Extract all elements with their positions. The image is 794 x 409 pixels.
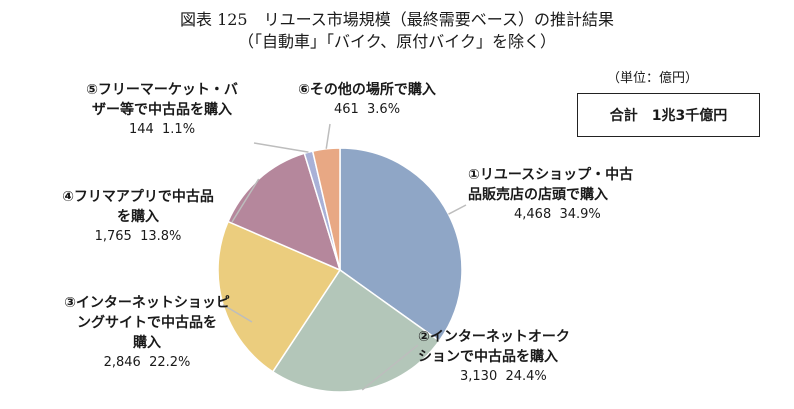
slice-value-3-percent: 22.2% — [149, 355, 191, 370]
slice-label-2-line-1: ②インターネットオーク — [418, 329, 570, 345]
slice-value-5-amount: 144 — [128, 122, 154, 137]
slice-label-1-line-1: ①リユースショップ・中古 — [468, 167, 634, 183]
slice-value-2-percent: 24.4% — [505, 369, 547, 384]
slice-label-4-line-1: ④フリマアプリで中古品 — [62, 189, 214, 205]
slice-label-3-line-3: 購入 — [133, 335, 161, 351]
slice-value-4-percent: 13.8% — [140, 229, 182, 244]
chart-title: 図表 125 リユース市場規模（最終需要ベース）の推計結果 — [179, 10, 615, 29]
slice-label-6-line-1: ⑥その他の場所で購入 — [298, 82, 436, 98]
leader-line-6 — [325, 123, 331, 149]
slice-label-4: ④フリマアプリで中古品 を購入 1,765 13.8% — [48, 187, 228, 247]
slice-value-5: 144 1.1% — [62, 120, 262, 140]
slice-value-6: 461 3.6% — [272, 100, 462, 120]
total-label: 合計 1兆3千億円 — [609, 108, 728, 124]
slice-value-2-amount: 3,130 — [460, 369, 498, 384]
slice-label-5-line-2: ザー等で中古品を購入 — [92, 102, 232, 118]
leader-line-5 — [253, 142, 309, 153]
slice-value-3: 2,846 22.2% — [42, 353, 252, 373]
slice-value-1-percent: 34.9% — [559, 207, 601, 222]
chart-subtitle: （「自動車」「バイク、原付バイク」を除く） — [238, 32, 556, 51]
slice-label-6: ⑥その他の場所で購入 461 3.6% — [272, 80, 462, 120]
slice-label-4-line-2: を購入 — [117, 209, 159, 225]
pie-slice-1 — [339, 147, 463, 342]
leader-line-3 — [222, 304, 253, 323]
leader-line-1 — [448, 204, 467, 215]
slice-value-1-amount: 4,468 — [514, 207, 552, 222]
slice-value-6-amount: 461 — [333, 102, 359, 117]
slice-label-1-line-2: 品販売店の店頭で購入 — [468, 187, 608, 203]
slice-value-2: 3,130 24.4% — [418, 367, 570, 387]
slice-label-5-line-1: ⑤フリーマーケット・バ — [86, 82, 238, 98]
slice-label-3-line-2: ングサイトで中古品を — [77, 315, 217, 331]
slice-label-2-line-2: ションで中古品を購入 — [418, 349, 558, 365]
slice-label-3-line-1: ③インターネットショッピ — [64, 295, 230, 311]
slice-value-4-amount: 1,765 — [94, 229, 132, 244]
slice-label-5: ⑤フリーマーケット・バ ザー等で中古品を購入 144 1.1% — [62, 80, 262, 140]
slice-value-6-percent: 3.6% — [367, 102, 401, 117]
leader-line-2 — [361, 344, 419, 391]
unit-label: （単位：億円） — [606, 71, 698, 86]
slice-label-2: ②インターネットオーク ションで中古品を購入 3,130 24.4% — [418, 327, 570, 387]
slice-value-4: 1,765 13.8% — [48, 227, 228, 247]
slice-value-3-amount: 2,846 — [103, 355, 141, 370]
slice-label-1: ①リユースショップ・中古 品販売店の店頭で購入 4,468 34.9% — [468, 165, 633, 225]
slice-label-3: ③インターネットショッピ ングサイトで中古品を 購入 2,846 22.2% — [42, 293, 252, 373]
slice-value-5-percent: 1.1% — [162, 122, 196, 137]
leader-line-4 — [231, 178, 260, 223]
total-box: 合計 1兆3千億円 — [577, 93, 760, 137]
pie-slice-6 — [311, 147, 341, 271]
slice-value-1: 4,468 34.9% — [468, 205, 633, 225]
